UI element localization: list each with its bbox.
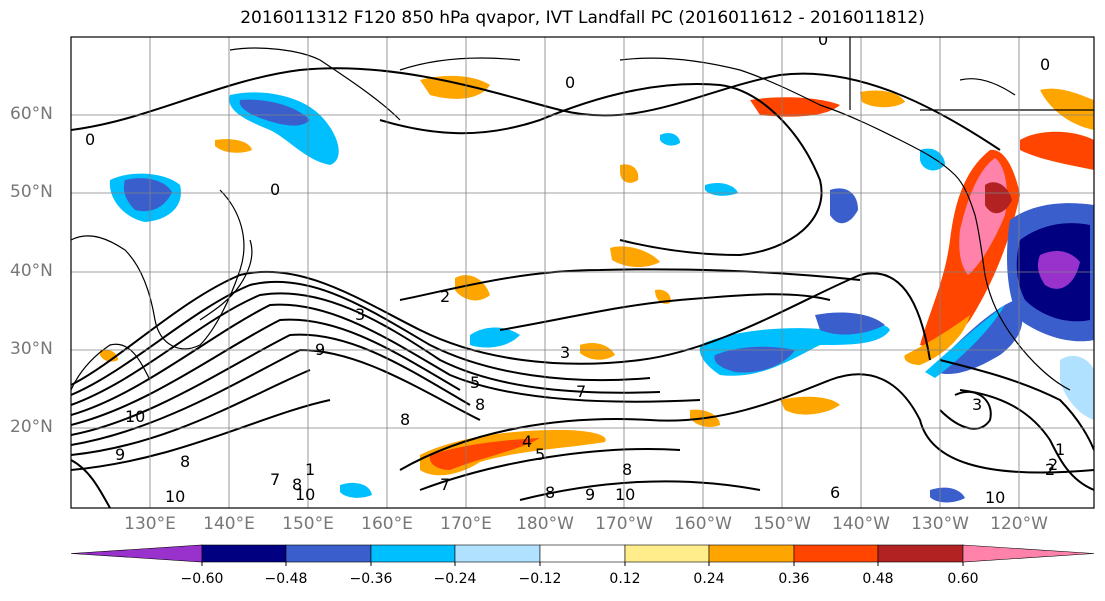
colorbar-segment [708, 544, 795, 563]
lon-label: 150°E [282, 514, 334, 534]
lon-label: 120°W [990, 514, 1048, 534]
lon-label: 130°E [124, 514, 176, 534]
lon-label: 180°W [516, 514, 574, 534]
contour-label: 1 [305, 460, 315, 479]
colorbar-tick-label: 0.36 [778, 571, 810, 587]
lat-label: 30°N [10, 339, 53, 359]
contour-label: 5 [535, 445, 545, 464]
lon-label: 160°W [674, 514, 732, 534]
contour-label: 10 [125, 407, 145, 426]
grid-lines [71, 37, 1094, 508]
lon-label: 160°E [361, 514, 413, 534]
colorbar-tick-label: −0.60 [180, 571, 224, 587]
contour-label-group: 0 0 0 0 0 2 3 3 9 7 5 8 8 10 9 8 10 8 1 … [85, 30, 1065, 507]
contour-label: 8 [622, 460, 632, 479]
lon-label: 140°E [203, 514, 255, 534]
contour-label: 3 [560, 343, 570, 362]
contour-label: 2 [1045, 460, 1055, 479]
colorbar-arrow-max [962, 544, 1095, 563]
contour-label: 0 [85, 130, 95, 149]
contour-label: 8 [180, 452, 190, 471]
contour-label: 9 [585, 485, 595, 504]
colorbar-tick-label: −0.48 [264, 571, 308, 587]
colorbar-segment [370, 544, 456, 563]
colorbar-segment [201, 544, 287, 563]
colorbar-segment [793, 544, 879, 563]
colorbar-tick-label: 0.24 [693, 571, 725, 587]
lon-label: 150°W [753, 514, 811, 534]
contour-label: 0 [818, 30, 828, 49]
map-title: 2016011312 F120 850 hPa qvapor, IVT Land… [240, 8, 925, 28]
colorbar-tick-label: −0.24 [433, 571, 477, 587]
contour-label: 8 [400, 410, 410, 429]
contour-label: 10 [165, 487, 185, 506]
contour-label: 0 [1040, 55, 1050, 74]
lat-label: 40°N [10, 261, 53, 281]
colorbar-segment [285, 544, 372, 563]
colorbar-segment [539, 544, 626, 563]
colorbar-tick-label: 0.60 [947, 571, 979, 587]
contour-label: 7 [440, 475, 450, 494]
colorbar-segment [624, 544, 710, 563]
coastlines [71, 37, 1094, 391]
contour-label: 6 [830, 483, 840, 502]
map-frame [70, 36, 1095, 509]
contour-label: 8 [475, 395, 485, 414]
contour-label: 2 [1048, 455, 1058, 474]
lat-label: 60°N [10, 104, 53, 124]
contour-label: 0 [270, 180, 280, 199]
lon-label: 130°W [911, 514, 969, 534]
colorbar-tick-label: −0.12 [518, 571, 562, 587]
contour-label: 2 [440, 287, 450, 306]
colorbar-segment [877, 544, 964, 563]
lon-label: 140°W [832, 514, 890, 534]
contour-label: 4 [522, 432, 532, 451]
contour-label: 7 [270, 470, 280, 489]
contour-label: 7 [576, 382, 586, 401]
colorbar-tick-label: −0.36 [349, 571, 393, 587]
contour-label: 10 [295, 485, 315, 504]
lon-label: 170°W [595, 514, 653, 534]
contour-label: 3 [355, 305, 365, 324]
colorbar-tick-label: 0.48 [862, 571, 894, 587]
contour-label: 10 [985, 488, 1005, 507]
contour-label: 9 [315, 340, 325, 359]
contour-label: 1 [1055, 440, 1065, 459]
lat-label: 50°N [10, 182, 53, 202]
contour-label: 5 [470, 373, 480, 392]
colorbar-segment [454, 544, 541, 563]
contour-label: 9 [115, 445, 125, 464]
contour-label: 10 [615, 485, 635, 504]
contour-label: 0 [565, 73, 575, 92]
contour-label: 8 [292, 475, 302, 494]
lat-label: 20°N [10, 417, 53, 437]
contour-label: 3 [972, 395, 982, 414]
colorbar-arrow-min [70, 544, 203, 563]
lon-label: 170°E [440, 514, 492, 534]
contour-label: 8 [545, 483, 555, 502]
colorbar-tick-label: 0.12 [609, 571, 641, 587]
